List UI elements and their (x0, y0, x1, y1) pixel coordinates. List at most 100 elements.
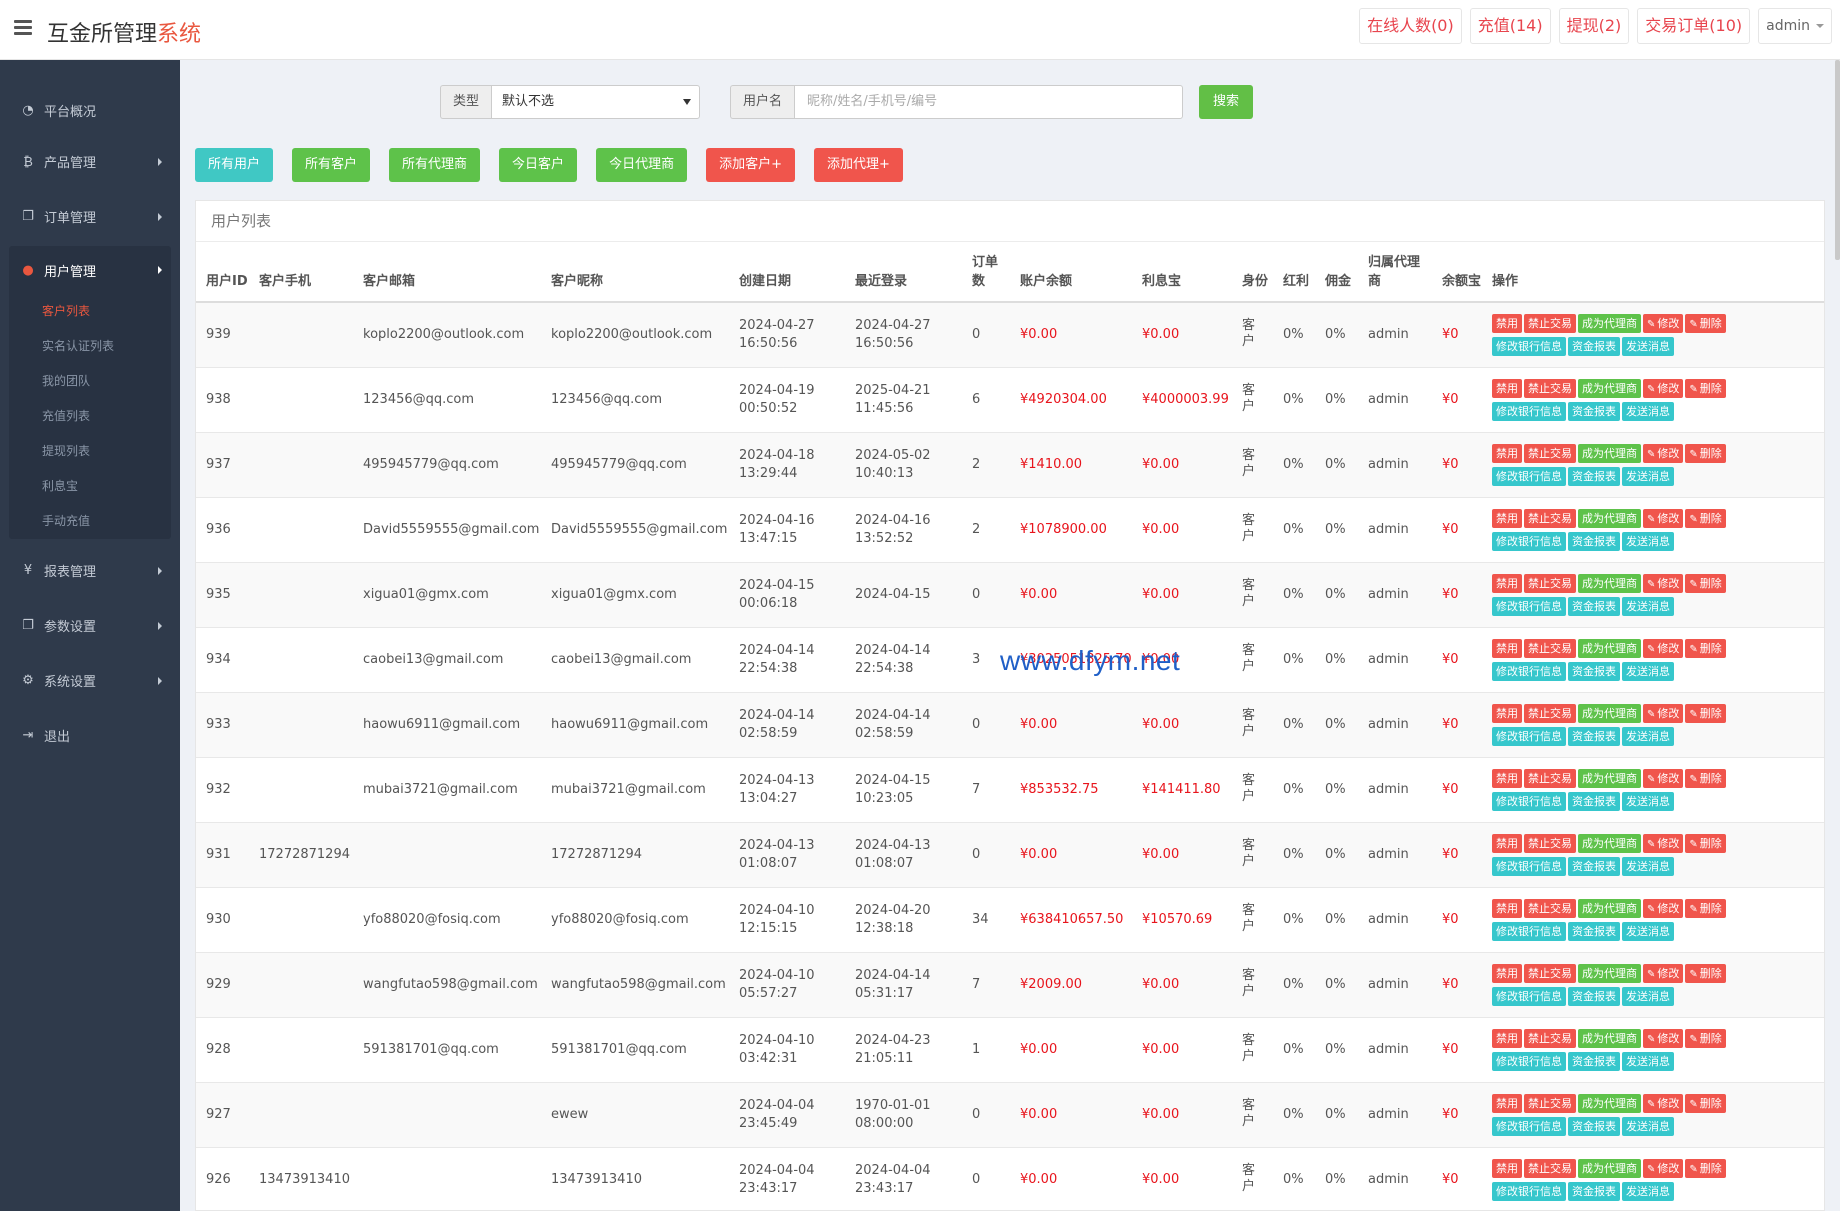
page-scrollbar[interactable] (1835, 60, 1840, 1211)
delete-button[interactable]: ✎ 删除 (1685, 963, 1726, 983)
make-agent-button[interactable]: 成为代理商 (1578, 703, 1641, 723)
make-agent-button[interactable]: 成为代理商 (1578, 443, 1641, 463)
ban-trading-button[interactable]: 禁止交易 (1524, 1158, 1576, 1178)
send-message-button[interactable]: 发送消息 (1622, 856, 1674, 876)
ban-trading-button[interactable]: 禁止交易 (1524, 573, 1576, 593)
edit-bank-info-button[interactable]: 修改银行信息 (1492, 1051, 1566, 1071)
scrollbar-thumb[interactable] (1835, 60, 1840, 260)
make-agent-button[interactable]: 成为代理商 (1578, 508, 1641, 528)
sidebar-item-products[interactable]: ₿ 产品管理 (0, 134, 180, 189)
edit-bank-info-button[interactable]: 修改银行信息 (1492, 726, 1566, 746)
trade-orders-button[interactable]: 交易订单(10) (1637, 8, 1751, 44)
send-message-button[interactable]: 发送消息 (1622, 791, 1674, 811)
sidebar-sub-manual-recharge[interactable]: 手动充值 (42, 514, 91, 528)
ban-trading-button[interactable]: 禁止交易 (1524, 1028, 1576, 1048)
edit-button[interactable]: ✎ 修改 (1643, 443, 1684, 463)
ban-trading-button[interactable]: 禁止交易 (1524, 898, 1576, 918)
fund-report-button[interactable]: 资金报表 (1568, 1051, 1620, 1071)
all-users-button[interactable]: 所有用户 (195, 148, 274, 182)
delete-button[interactable]: ✎ 删除 (1685, 443, 1726, 463)
disable-button[interactable]: 禁用 (1492, 768, 1522, 788)
edit-button[interactable]: ✎ 修改 (1643, 833, 1684, 853)
sidebar-item-users[interactable]: ● 用户管理 (9, 246, 171, 294)
edit-button[interactable]: ✎ 修改 (1643, 1158, 1684, 1178)
sidebar-item-logout[interactable]: ⇥ 退出 (0, 708, 180, 763)
edit-button[interactable]: ✎ 修改 (1643, 963, 1684, 983)
fund-report-button[interactable]: 资金报表 (1568, 791, 1620, 811)
edit-bank-info-button[interactable]: 修改银行信息 (1492, 336, 1566, 356)
user-menu-button[interactable]: admin (1758, 8, 1832, 44)
ban-trading-button[interactable]: 禁止交易 (1524, 963, 1576, 983)
ban-trading-button[interactable]: 禁止交易 (1524, 1093, 1576, 1113)
fund-report-button[interactable]: 资金报表 (1568, 1116, 1620, 1136)
disable-button[interactable]: 禁用 (1492, 1028, 1522, 1048)
delete-button[interactable]: ✎ 删除 (1685, 898, 1726, 918)
ban-trading-button[interactable]: 禁止交易 (1524, 638, 1576, 658)
add-customer-button[interactable]: 添加客户+ (706, 148, 795, 182)
make-agent-button[interactable]: 成为代理商 (1578, 1093, 1641, 1113)
username-input[interactable]: 昵称/姓名/手机号/编号 (794, 85, 1184, 119)
make-agent-button[interactable]: 成为代理商 (1578, 963, 1641, 983)
disable-button[interactable]: 禁用 (1492, 833, 1522, 853)
fund-report-button[interactable]: 资金报表 (1568, 531, 1620, 551)
disable-button[interactable]: 禁用 (1492, 313, 1522, 333)
send-message-button[interactable]: 发送消息 (1622, 531, 1674, 551)
edit-bank-info-button[interactable]: 修改银行信息 (1492, 791, 1566, 811)
search-button[interactable]: 搜索 (1199, 85, 1254, 119)
sidebar-item-system[interactable]: ⚙ 系统设置 (0, 653, 180, 708)
send-message-button[interactable]: 发送消息 (1622, 466, 1674, 486)
send-message-button[interactable]: 发送消息 (1622, 401, 1674, 421)
type-select[interactable]: 默认不选 (491, 85, 701, 119)
today-customers-button[interactable]: 今日客户 (499, 148, 578, 182)
edit-bank-info-button[interactable]: 修改银行信息 (1492, 531, 1566, 551)
fund-report-button[interactable]: 资金报表 (1568, 466, 1620, 486)
edit-bank-info-button[interactable]: 修改银行信息 (1492, 986, 1566, 1006)
sidebar-item-orders[interactable]: ❐ 订单管理 (0, 189, 180, 244)
make-agent-button[interactable]: 成为代理商 (1578, 1158, 1641, 1178)
disable-button[interactable]: 禁用 (1492, 638, 1522, 658)
sidebar-sub-verification-list[interactable]: 实名认证列表 (42, 339, 115, 353)
delete-button[interactable]: ✎ 删除 (1685, 1093, 1726, 1113)
recharge-button[interactable]: 充值(14) (1469, 8, 1551, 44)
send-message-button[interactable]: 发送消息 (1622, 1181, 1674, 1201)
fund-report-button[interactable]: 资金报表 (1568, 921, 1620, 941)
sidebar-sub-recharge-list[interactable]: 充值列表 (42, 409, 91, 423)
send-message-button[interactable]: 发送消息 (1622, 336, 1674, 356)
edit-button[interactable]: ✎ 修改 (1643, 638, 1684, 658)
disable-button[interactable]: 禁用 (1492, 443, 1522, 463)
all-customers-button[interactable]: 所有客户 (292, 148, 371, 182)
delete-button[interactable]: ✎ 删除 (1685, 768, 1726, 788)
fund-report-button[interactable]: 资金报表 (1568, 1181, 1620, 1201)
today-agents-button[interactable]: 今日代理商 (596, 148, 688, 182)
disable-button[interactable]: 禁用 (1492, 1158, 1522, 1178)
fund-report-button[interactable]: 资金报表 (1568, 856, 1620, 876)
sidebar-sub-withdraw-list[interactable]: 提现列表 (42, 444, 91, 458)
edit-button[interactable]: ✎ 修改 (1643, 768, 1684, 788)
delete-button[interactable]: ✎ 删除 (1685, 1028, 1726, 1048)
send-message-button[interactable]: 发送消息 (1622, 986, 1674, 1006)
sidebar-item-dashboard[interactable]: ◔ 平台概况 (0, 86, 180, 134)
sidebar-sub-my-team[interactable]: 我的团队 (42, 374, 91, 388)
fund-report-button[interactable]: 资金报表 (1568, 726, 1620, 746)
edit-bank-info-button[interactable]: 修改银行信息 (1492, 661, 1566, 681)
ban-trading-button[interactable]: 禁止交易 (1524, 703, 1576, 723)
sidebar-sub-customer-list[interactable]: 客户列表 (42, 304, 91, 318)
send-message-button[interactable]: 发送消息 (1622, 1051, 1674, 1071)
edit-button[interactable]: ✎ 修改 (1643, 703, 1684, 723)
edit-bank-info-button[interactable]: 修改银行信息 (1492, 466, 1566, 486)
disable-button[interactable]: 禁用 (1492, 703, 1522, 723)
disable-button[interactable]: 禁用 (1492, 898, 1522, 918)
send-message-button[interactable]: 发送消息 (1622, 596, 1674, 616)
delete-button[interactable]: ✎ 删除 (1685, 508, 1726, 528)
ban-trading-button[interactable]: 禁止交易 (1524, 313, 1576, 333)
edit-bank-info-button[interactable]: 修改银行信息 (1492, 596, 1566, 616)
make-agent-button[interactable]: 成为代理商 (1578, 313, 1641, 333)
edit-button[interactable]: ✎ 修改 (1643, 378, 1684, 398)
edit-button[interactable]: ✎ 修改 (1643, 898, 1684, 918)
edit-bank-info-button[interactable]: 修改银行信息 (1492, 1116, 1566, 1136)
delete-button[interactable]: ✎ 删除 (1685, 378, 1726, 398)
make-agent-button[interactable]: 成为代理商 (1578, 833, 1641, 853)
delete-button[interactable]: ✎ 删除 (1685, 833, 1726, 853)
sidebar-item-reports[interactable]: ¥ 报表管理 (0, 543, 180, 598)
send-message-button[interactable]: 发送消息 (1622, 661, 1674, 681)
